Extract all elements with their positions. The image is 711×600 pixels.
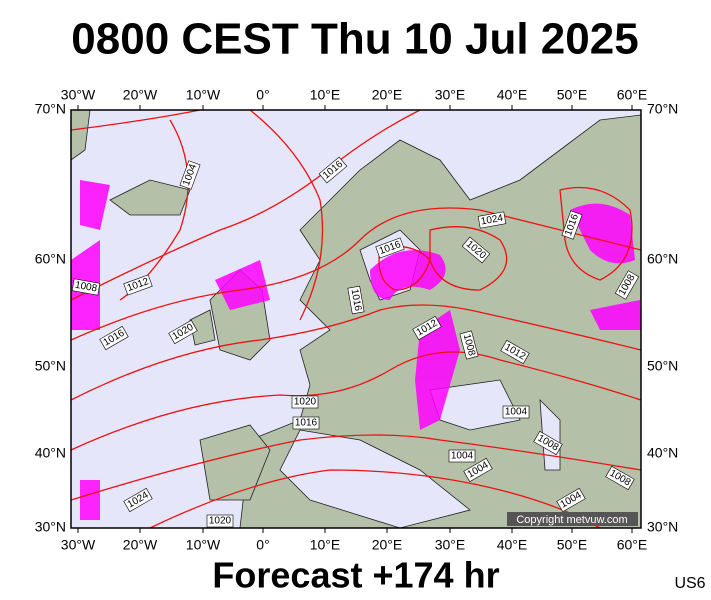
isobar-label: 1016 [292, 416, 320, 430]
lat-label-left: 60°N [35, 251, 66, 267]
lon-label-bottom: 50°E [557, 537, 588, 553]
lon-label-bottom: 0° [256, 537, 269, 553]
isobar-label-box [477, 211, 507, 229]
isobar-label-box [99, 325, 129, 351]
isobar-label-text: 1020 [294, 397, 317, 408]
isobar-label-text: 1016 [295, 418, 318, 429]
lat-label-right: 70°N [647, 101, 678, 117]
isobar-label: 1004 [502, 405, 530, 419]
isobar-label: 1008 [71, 278, 101, 296]
copyright-box [507, 512, 638, 526]
isobar-label-text: 1008 [74, 280, 98, 295]
isobar-label-box [375, 237, 405, 259]
lat-label-right: 50°N [647, 358, 678, 374]
isobar-label: 1008 [459, 330, 479, 360]
lon-label-top: 0° [256, 87, 269, 103]
isobar-label-box [448, 449, 476, 463]
lon-label-top: 50°E [557, 87, 588, 103]
lon-label-bottom: 60°E [617, 537, 648, 553]
isobar-label-box [500, 339, 530, 365]
lat-label-left: 70°N [35, 101, 66, 117]
isobar-label-text: 1016 [349, 288, 364, 312]
lon-label-top: 30°W [61, 87, 96, 103]
lon-label-bottom: 10°W [186, 537, 221, 553]
lat-label-right: 40°N [647, 445, 678, 461]
isobar-label-text: 1004 [451, 451, 474, 462]
isobar-label-box [412, 315, 442, 341]
axes: 30°W 30°W 20°W 20°W 10°W 10°W 0° 0° 10°E 10°E 20°E… [35, 87, 679, 553]
lat-label-left: 50°N [35, 358, 66, 374]
isobar-label: 1004 [448, 449, 476, 463]
lon-label-bottom: 10°E [310, 537, 341, 553]
isobar-label-box [318, 156, 348, 184]
isobars [70, 109, 642, 529]
lat-label-left: 30°N [35, 519, 66, 535]
isobar-label-box [179, 160, 201, 190]
isobar-label-box [463, 457, 493, 483]
lon-label-bottom: 30°E [435, 537, 466, 553]
isobar-label-text: 1024 [480, 213, 504, 228]
lon-label-top: 10°E [310, 87, 341, 103]
lon-label-bottom: 20°E [372, 537, 403, 553]
isobar-label-box [292, 416, 320, 430]
isobar-label: 1024 [477, 211, 507, 229]
lon-label-top: 60°E [617, 87, 648, 103]
lon-label-top: 20°W [123, 87, 158, 103]
copyright: Copyright metvuw.com [516, 514, 627, 526]
isobar-label-box [461, 236, 491, 264]
lon-label-top: 20°E [372, 87, 403, 103]
map [70, 109, 642, 529]
lon-label-bottom: 40°E [497, 537, 528, 553]
isobar-label: 1020 [291, 395, 319, 409]
lon-label-top: 30°E [435, 87, 466, 103]
isobar-label: 1020 [206, 514, 234, 528]
lon-label-top: 10°W [186, 87, 221, 103]
isobar-label-text: 1004 [505, 407, 528, 418]
lon-label-top: 40°E [497, 87, 528, 103]
isobar-label-box [123, 274, 153, 296]
isobar-label-box [502, 405, 530, 419]
isobar-label-box [614, 270, 640, 300]
isobar-label-box [206, 514, 234, 528]
title: 0800 CEST Thu 10 Jul 2025 [71, 15, 638, 64]
precipitation [71, 180, 641, 520]
isobar-label-box [291, 395, 319, 409]
lat-label-left: 40°N [35, 445, 66, 461]
isobar-label-box [561, 210, 583, 240]
isobar-label-box [168, 319, 198, 345]
lat-label-right: 60°N [647, 251, 678, 267]
lon-label-bottom: 30°W [61, 537, 96, 553]
lon-label-bottom: 20°W [123, 537, 158, 553]
forecast-label: Forecast +174 hr [212, 555, 499, 596]
map-frame [70, 109, 642, 529]
isobar-label-box [459, 330, 479, 360]
isobar-label-box [347, 285, 365, 315]
lat-label-right: 30°N [647, 519, 678, 535]
isobar-label-text: 1020 [209, 516, 232, 527]
model-code: US6 [674, 575, 705, 592]
isobar-label-box [556, 487, 586, 513]
isobar-label-box [533, 430, 563, 456]
isobar-label-box [605, 465, 635, 491]
isobar-label-box [123, 487, 153, 513]
isobar-label-box [71, 278, 101, 296]
isobar-label: 1016 [347, 285, 365, 315]
